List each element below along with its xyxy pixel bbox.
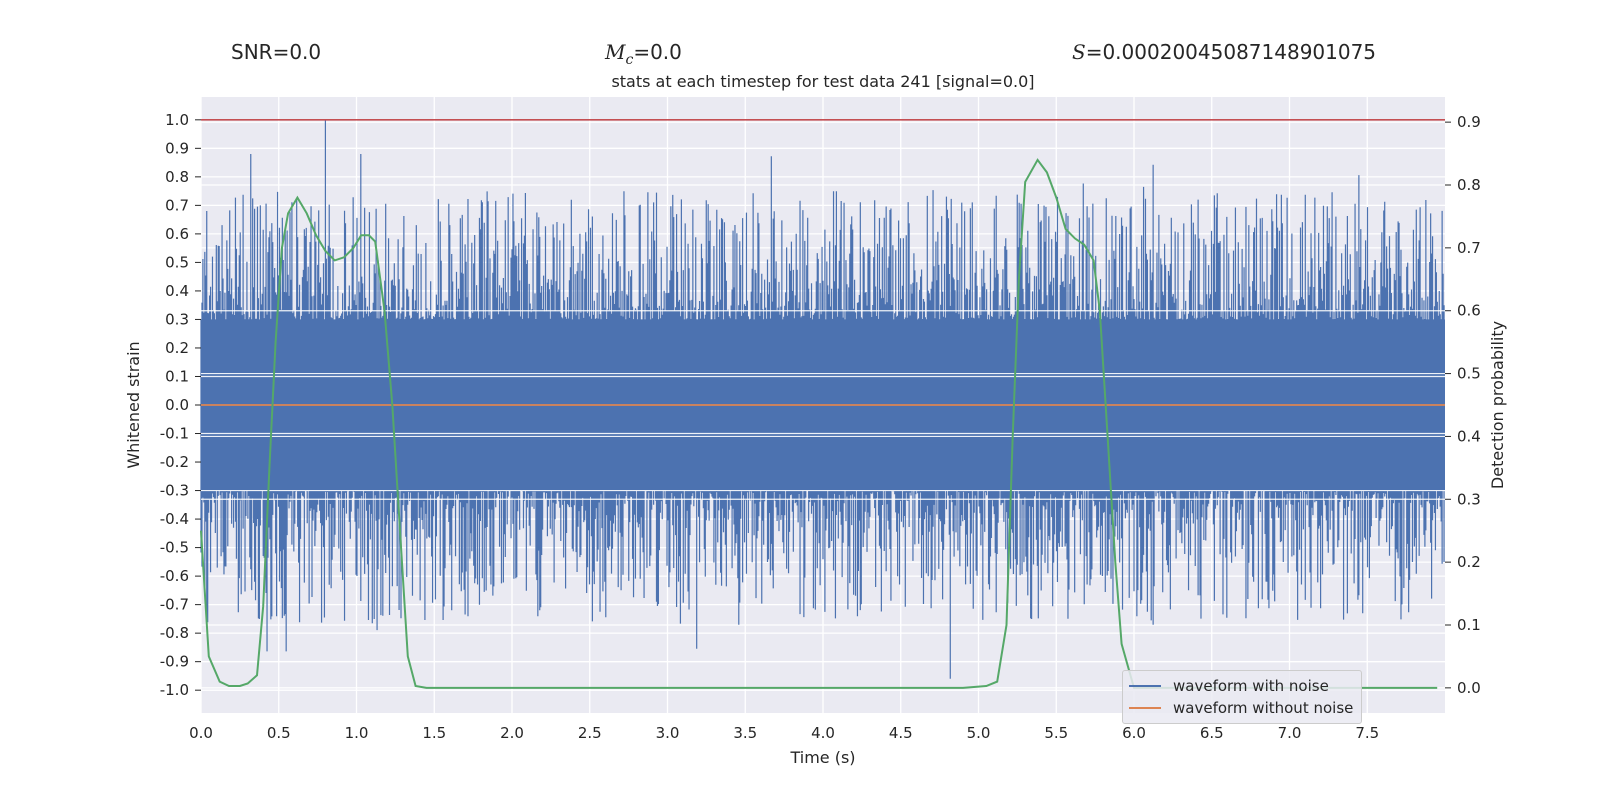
- y-tick-label: 0.8: [165, 168, 189, 186]
- mc-symbol: M: [605, 40, 626, 64]
- s-stat: S=0.00020045087148901075: [1072, 40, 1376, 64]
- y-tick-label: 0.6: [165, 225, 189, 243]
- y-tick-label: -0.4: [160, 510, 189, 528]
- chart-title: stats at each timestep for test data 241…: [611, 72, 1034, 91]
- x-tick-label: 4.0: [811, 724, 835, 742]
- snr-label: SNR: [231, 40, 273, 64]
- x-tick-label: 2.5: [578, 724, 602, 742]
- y-tick-label: -1.0: [160, 681, 189, 699]
- y-axis-label: Whitened strain: [124, 341, 143, 468]
- x-tick-label: 3.5: [733, 724, 757, 742]
- y-right-tick-label: 0.0: [1457, 679, 1481, 697]
- x-tick-label: 7.0: [1278, 724, 1302, 742]
- x-tick-label: 0.5: [267, 724, 291, 742]
- y-tick-label: -0.2: [160, 453, 189, 471]
- x-tick-label: 5.5: [1044, 724, 1068, 742]
- legend-label-noise: waveform with noise: [1173, 677, 1329, 695]
- y-tick-label: 0.4: [165, 282, 189, 300]
- y-tick-label: 0.3: [165, 310, 189, 328]
- y-tick-label: 0.1: [165, 367, 189, 385]
- y-tick-label: -0.5: [160, 539, 189, 557]
- series-lines: [200, 119, 1445, 689]
- legend-swatch-clean: [1129, 707, 1161, 709]
- y-right-tick-label: 0.2: [1457, 553, 1481, 571]
- y-tick-label: 0.7: [165, 196, 189, 214]
- mc-subscript: c: [625, 52, 634, 68]
- y-right-tick-label: 0.5: [1457, 365, 1481, 383]
- y-tick-label: 1.0: [165, 111, 189, 129]
- detection-probability-line: [200, 158, 1438, 689]
- x-tick-label: 2.0: [500, 724, 524, 742]
- snr-stat: SNR=0.0: [231, 40, 321, 64]
- y-tick-label: -0.9: [160, 653, 189, 671]
- x-tick-label: 5.0: [967, 724, 991, 742]
- legend: waveform with noise waveform without noi…: [1122, 670, 1362, 724]
- mc-value: =0.0: [633, 40, 682, 64]
- x-tick-label: 3.0: [656, 724, 680, 742]
- x-axis-label: Time (s): [789, 748, 855, 767]
- x-tick-label: 7.5: [1355, 724, 1379, 742]
- y-tick-label: 0.0: [165, 396, 189, 414]
- y-right-tick-label: 0.3: [1457, 490, 1481, 508]
- y-axis-label-right: Detection probability: [1488, 321, 1507, 489]
- x-tick-label: 6.5: [1200, 724, 1224, 742]
- y-tick-label: 0.2: [165, 339, 189, 357]
- axes: 0.0 0.5 1.0 1.5 2.0 2.5 3.0 3.5 4.0 4.5 5.0 5.5 6.0 6…: [160, 111, 1481, 742]
- chirp-mass-stat: Mc=0.0: [605, 40, 682, 68]
- snr-value: =0.0: [272, 40, 322, 64]
- x-tick-label: 1.0: [345, 724, 369, 742]
- legend-swatch-noise: [1129, 685, 1161, 687]
- y-tick-label: -0.8: [160, 624, 189, 642]
- y-right-tick-label: 0.7: [1457, 239, 1481, 257]
- x-tick-label: 4.5: [889, 724, 913, 742]
- y-tick-label: 0.5: [165, 253, 189, 271]
- s-value: =0.00020045087148901075: [1085, 40, 1377, 64]
- y-right-tick-label: 0.4: [1457, 427, 1481, 445]
- x-tick-label: 6.0: [1122, 724, 1146, 742]
- legend-item-clean: waveform without noise: [1129, 698, 1353, 718]
- y-tick-label: -0.6: [160, 567, 189, 585]
- y-tick-label: -0.3: [160, 482, 189, 500]
- legend-item-noise: waveform with noise: [1129, 676, 1329, 696]
- legend-label-clean: waveform without noise: [1173, 699, 1354, 717]
- y-right-tick-label: 0.6: [1457, 302, 1481, 320]
- s-symbol: S: [1072, 40, 1086, 64]
- y-right-tick-label: 0.9: [1457, 113, 1481, 131]
- y-tick-label: -0.7: [160, 596, 189, 614]
- y-tick-label: -0.1: [160, 425, 189, 443]
- x-tick-label: 0.0: [189, 724, 213, 742]
- y-right-tick-label: 0.1: [1457, 616, 1481, 634]
- y-right-tick-label: 0.8: [1457, 176, 1481, 194]
- x-tick-label: 1.5: [422, 724, 446, 742]
- y-tick-label: 0.9: [165, 139, 189, 157]
